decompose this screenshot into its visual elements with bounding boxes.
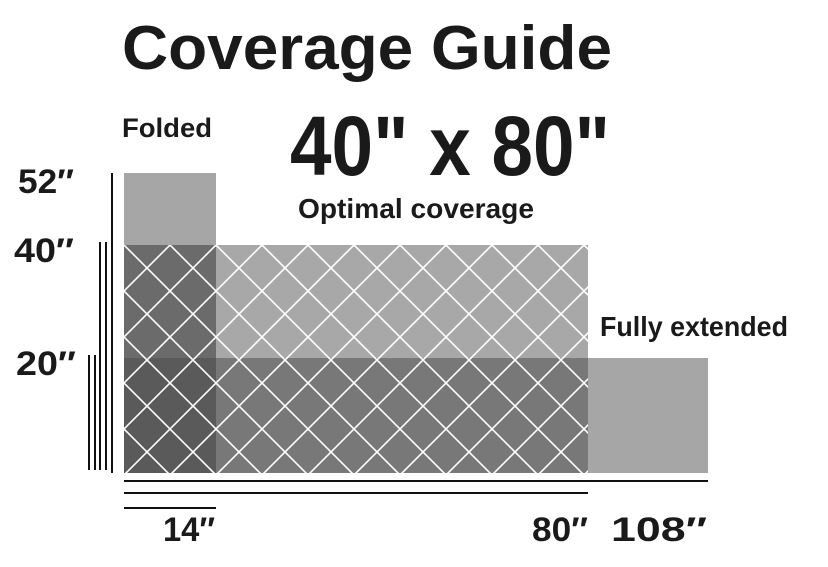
folded-label: Folded [122,113,212,143]
extended-label: Fully extended [600,311,788,342]
optimal-label: Optimal coverage [298,193,534,224]
lattice [124,245,588,473]
height-label: 40″ [14,232,74,270]
folded-area [124,173,216,245]
size-label: 40" x 80" [290,99,610,193]
height-label: 20″ [16,345,76,383]
width-label: 108″ [611,511,707,549]
width-label: 80″ [532,511,588,549]
width-label: 14″ [163,511,215,549]
extended-area [588,358,708,473]
title: Coverage Guide [122,14,612,83]
height-label: 52″ [18,163,74,201]
